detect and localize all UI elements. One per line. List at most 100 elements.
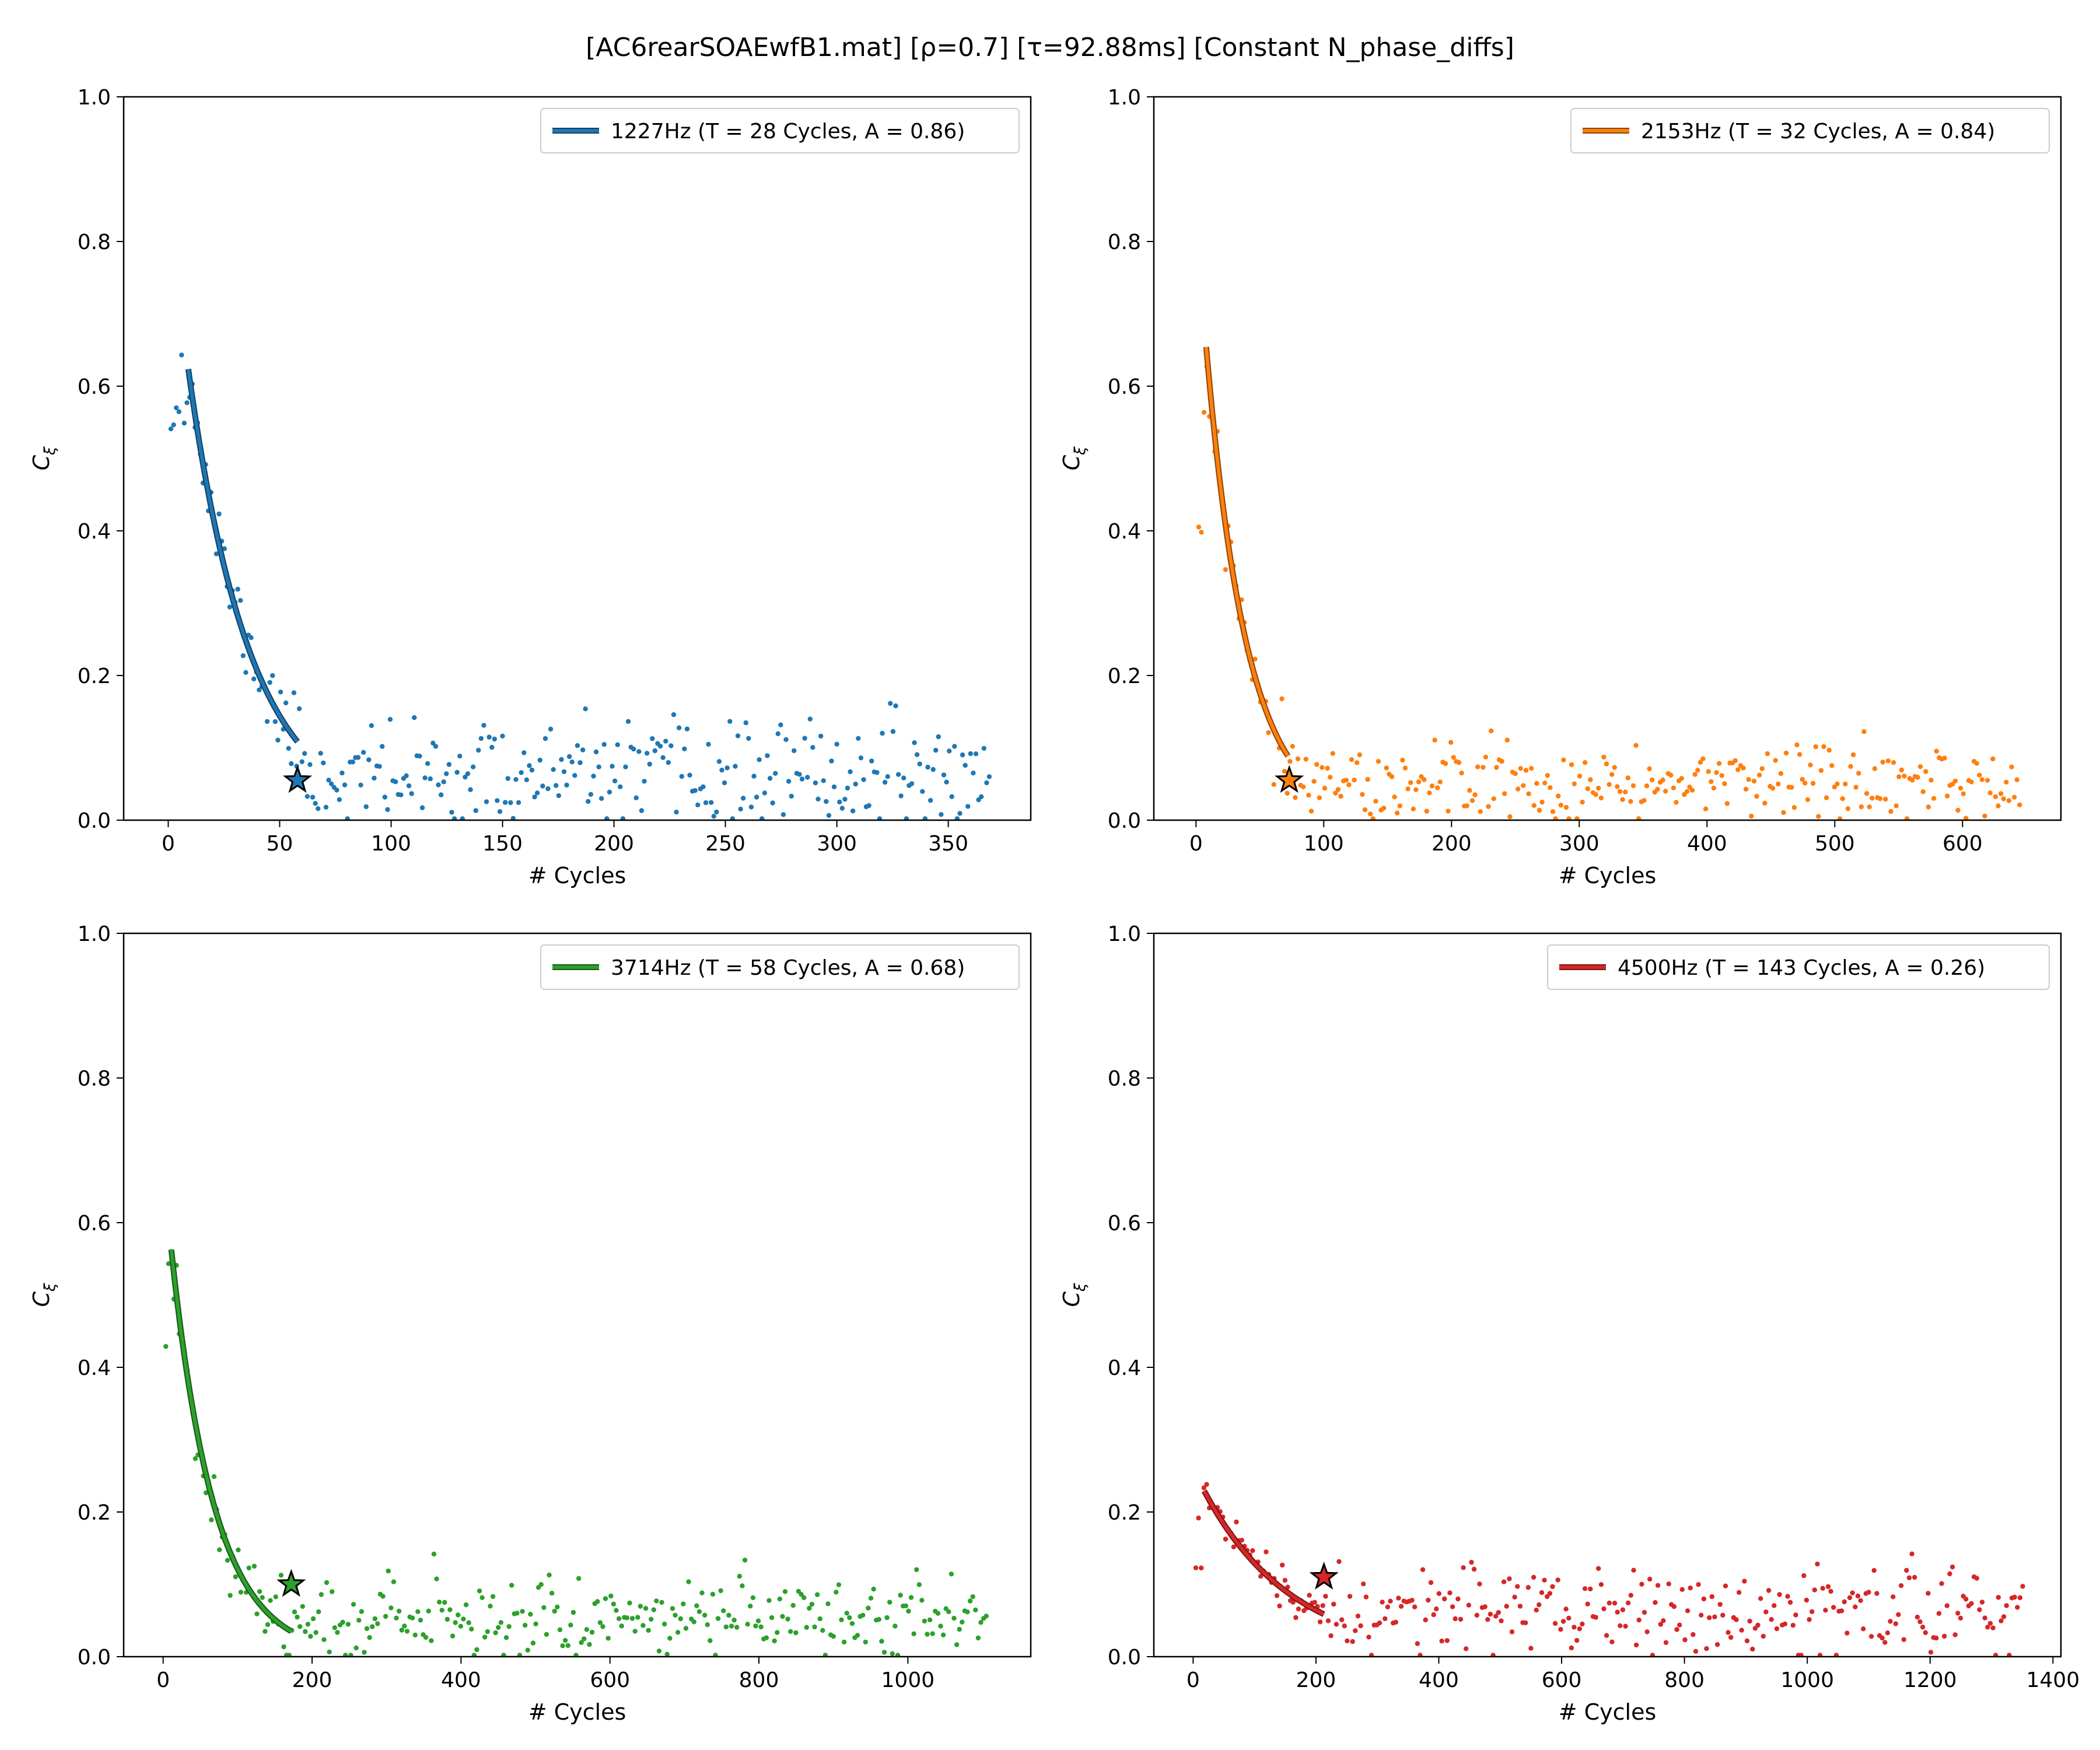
scatter-point xyxy=(785,1616,790,1622)
scatter-point xyxy=(1817,1653,1823,1657)
scatter-point xyxy=(1347,1594,1353,1599)
scatter-point xyxy=(522,750,527,755)
scatter-point xyxy=(1552,1620,1558,1626)
scatter-point xyxy=(1352,778,1357,783)
scatter-point xyxy=(1829,763,1835,768)
scatter-point xyxy=(457,754,463,759)
scatter-point xyxy=(171,422,176,428)
scatter-point xyxy=(1974,761,1979,766)
scatter-point xyxy=(530,1640,536,1646)
scatter-point xyxy=(880,730,885,736)
x-tick-label: 400 xyxy=(1419,1668,1459,1692)
scatter-point xyxy=(1758,1596,1763,1601)
scatter-point xyxy=(1996,803,2001,808)
scatter-point xyxy=(454,769,460,775)
scatter-point xyxy=(1620,797,1625,802)
scatter-point xyxy=(227,604,233,610)
scatter-point xyxy=(611,1601,617,1606)
scatter-point xyxy=(351,1602,356,1607)
scatter-point xyxy=(829,758,834,764)
x-tick-label: 250 xyxy=(705,832,746,856)
scatter-point xyxy=(888,701,893,706)
scatter-point xyxy=(485,1629,490,1634)
scatter-point xyxy=(583,706,588,712)
scatter-point xyxy=(719,768,724,773)
scatter-point xyxy=(629,1616,635,1621)
scatter-point xyxy=(1223,1536,1228,1542)
scatter-point xyxy=(735,733,741,738)
scatter-point xyxy=(778,722,783,727)
scatter-point xyxy=(1499,758,1504,764)
axes-frame xyxy=(123,932,1032,1658)
scatter-point xyxy=(1866,1590,1871,1595)
scatter-point xyxy=(238,598,243,603)
scatter-point xyxy=(251,1563,257,1569)
scatter-point xyxy=(916,1582,922,1587)
scatter-point xyxy=(431,1551,437,1557)
scatter-point xyxy=(663,738,668,744)
scatter-point xyxy=(598,796,604,802)
scatter-point xyxy=(1529,766,1534,771)
scatter-point xyxy=(372,1616,377,1622)
scatter-point xyxy=(757,757,762,762)
scatter-point xyxy=(673,1612,678,1618)
scatter-point xyxy=(960,1619,965,1625)
scatter-point xyxy=(625,719,631,724)
scatter-series xyxy=(1196,363,2022,820)
scatter-point xyxy=(610,764,615,769)
scatter-point xyxy=(1655,1583,1661,1588)
scatter-point xyxy=(468,787,473,792)
scatter-point xyxy=(1831,1605,1836,1610)
scatter-point xyxy=(1443,761,1448,766)
scatter-point xyxy=(1604,761,1609,766)
scatter-point xyxy=(978,1620,984,1625)
scatter-point xyxy=(938,1623,943,1629)
scatter-point xyxy=(936,734,942,740)
scatter-point xyxy=(480,1595,485,1600)
scatter-point xyxy=(1770,786,1776,791)
scatter-point xyxy=(372,775,377,781)
scatter-point xyxy=(1755,1622,1760,1628)
scatter-point xyxy=(1521,783,1526,788)
scatter-point xyxy=(1856,771,1861,776)
scatter-point xyxy=(1363,1594,1369,1600)
scatter-point xyxy=(842,796,848,802)
scatter-point xyxy=(636,749,642,754)
scatter-point xyxy=(1496,1610,1501,1615)
scatter-point xyxy=(257,1589,262,1594)
scatter-point xyxy=(1451,755,1456,760)
y-axis-label: Cξ xyxy=(1059,1283,1089,1307)
scatter-point xyxy=(1801,1573,1807,1578)
scatter-point xyxy=(517,1653,523,1657)
scatter-point xyxy=(1810,780,1816,786)
scatter-point xyxy=(724,765,730,771)
scatter-point xyxy=(1474,1612,1479,1618)
scatter-point xyxy=(1199,530,1204,535)
scatter-point xyxy=(1808,762,1813,768)
scatter-point xyxy=(676,725,682,730)
scatter-point xyxy=(444,771,449,776)
scatter-point xyxy=(1381,806,1387,811)
scatter-point xyxy=(433,744,439,749)
scatter-point xyxy=(627,1600,632,1606)
scatter-point xyxy=(748,1604,753,1609)
y-tick-label: 0.4 xyxy=(1108,1356,1141,1380)
scatter-point xyxy=(316,806,321,811)
scatter-point xyxy=(1349,757,1354,762)
scatter-point xyxy=(922,1618,928,1624)
scatter-point xyxy=(1274,1593,1280,1598)
scatter-point xyxy=(360,750,366,755)
scatter-point xyxy=(1990,1625,1996,1630)
scatter-point xyxy=(363,804,369,810)
scatter-point xyxy=(1810,1609,1815,1614)
scatter-point xyxy=(708,800,714,805)
scatter-point xyxy=(813,780,818,786)
scatter-point xyxy=(1726,1630,1731,1635)
scatter-point xyxy=(380,1594,386,1599)
scatter-point xyxy=(722,780,727,786)
scatter-point xyxy=(1408,780,1413,785)
scatter-point xyxy=(1282,769,1287,774)
scatter-point xyxy=(949,1572,954,1577)
scatter-point xyxy=(1325,1618,1331,1623)
scatter-point xyxy=(572,773,578,778)
